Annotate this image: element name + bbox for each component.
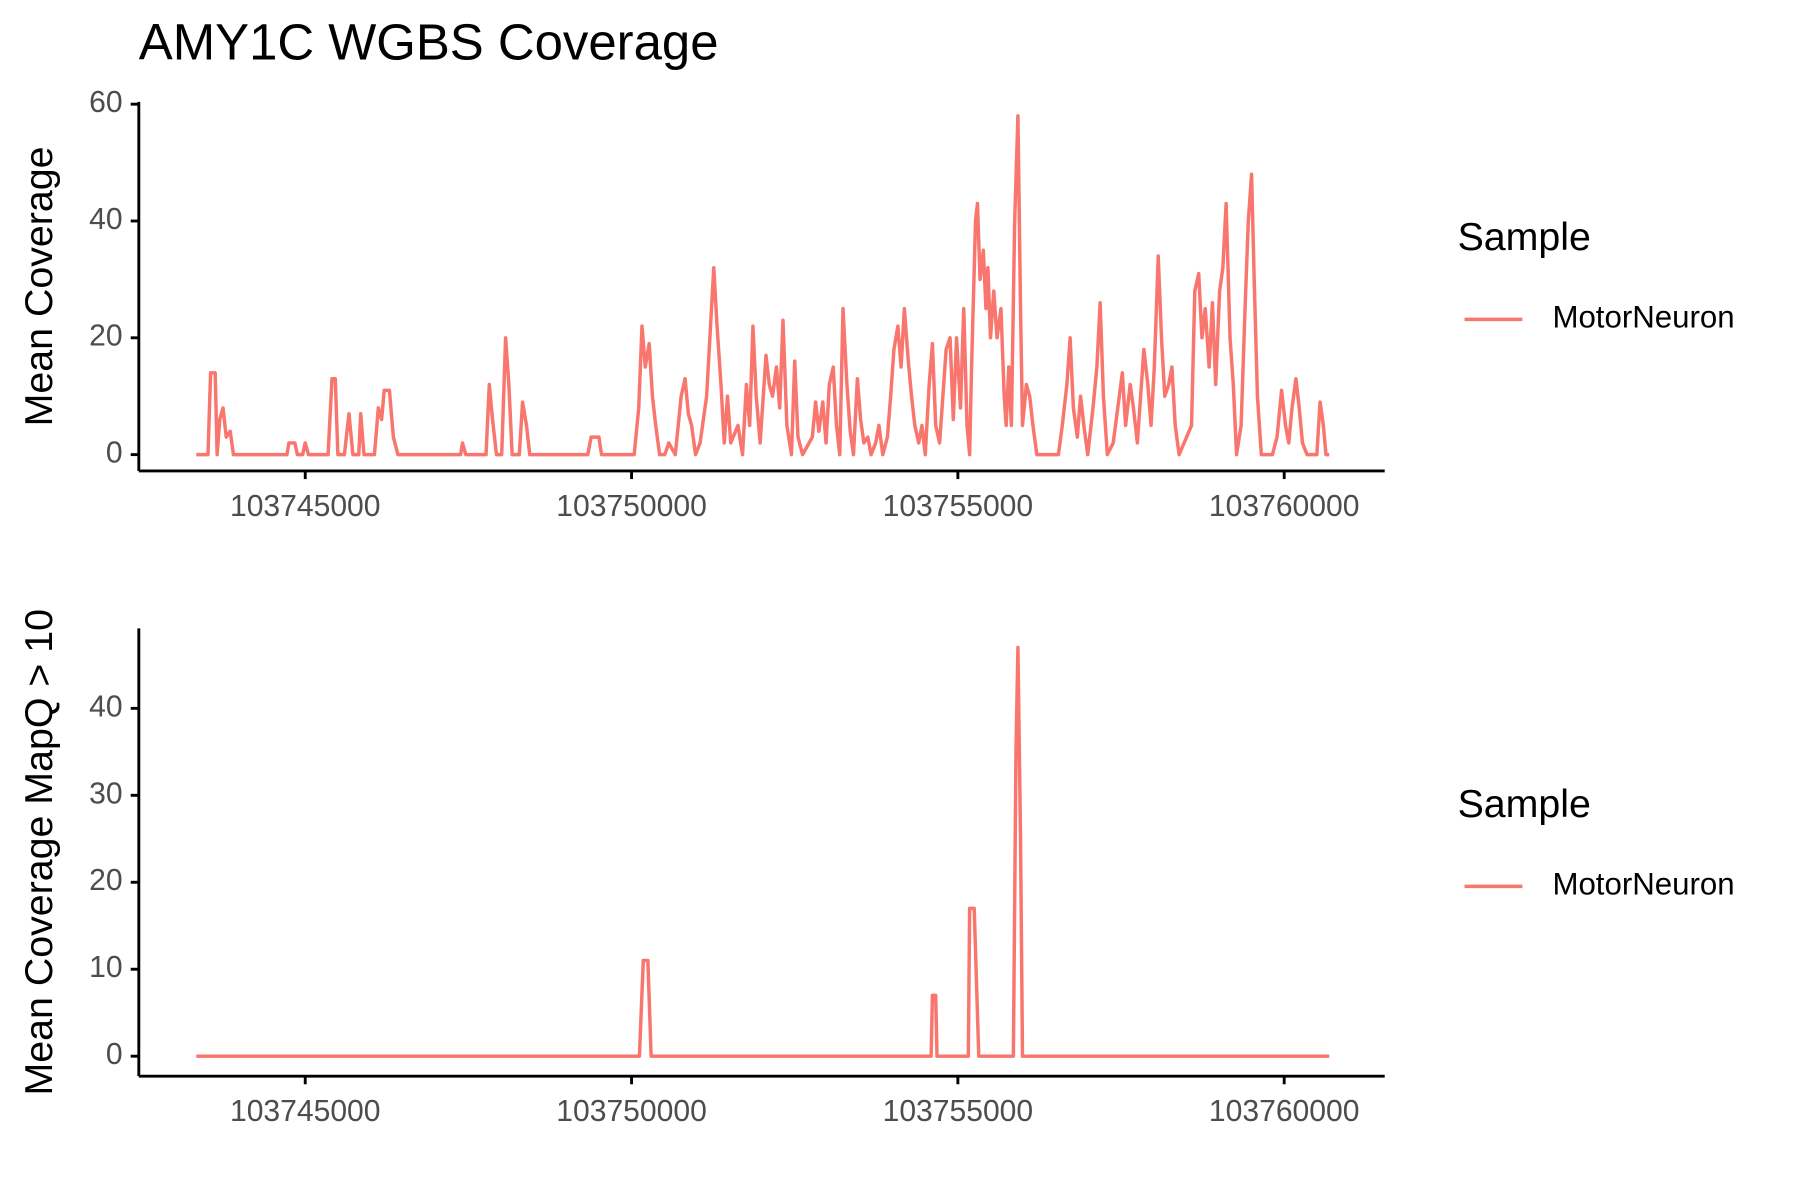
y-tick-label: 60 [89,86,122,119]
y-tick-label: 0 [106,1038,123,1071]
y-tick-label: 30 [89,777,122,810]
x-tick-label: 103760000 [1209,490,1360,523]
x-tick-label: 103755000 [883,1095,1034,1128]
chart-title: AMY1C WGBS Coverage [139,14,719,71]
y-axis-label: Mean Coverage MapQ > 10 [17,609,61,1096]
x-tick-label: 103745000 [230,1095,381,1128]
y-tick-label: 0 [106,437,123,470]
y-axis-label: Mean Coverage [17,146,61,426]
legend-title: Sample [1458,215,1591,259]
legend-label: MotorNeuron [1552,300,1734,335]
y-tick-label: 10 [89,951,122,984]
x-tick-label: 103760000 [1209,1095,1360,1128]
y-tick-label: 40 [89,203,122,236]
y-tick-label: 20 [89,320,122,353]
y-tick-label: 20 [89,864,122,897]
x-tick-label: 103755000 [883,490,1034,523]
x-tick-label: 103745000 [230,490,381,523]
legend-label: MotorNeuron [1552,867,1734,902]
x-tick-label: 103750000 [556,1095,707,1128]
data-line [196,114,1330,457]
data-line [196,645,1330,1058]
y-tick-label: 40 [89,690,122,723]
legend-title: Sample [1458,782,1591,826]
x-tick-label: 103750000 [556,490,707,523]
